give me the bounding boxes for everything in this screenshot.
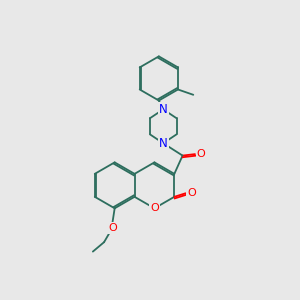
Text: N: N bbox=[159, 137, 168, 150]
Text: N: N bbox=[159, 103, 168, 116]
Text: O: O bbox=[187, 188, 196, 198]
Text: O: O bbox=[150, 203, 159, 213]
Text: O: O bbox=[196, 149, 205, 159]
Text: O: O bbox=[108, 223, 117, 233]
